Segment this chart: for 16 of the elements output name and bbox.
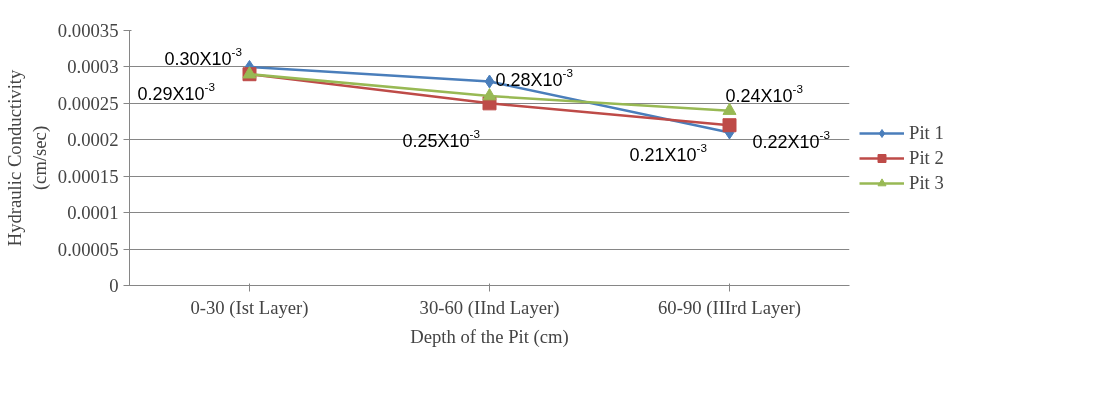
y-tick-label: 0.00015 (57, 165, 119, 187)
x-tick-label: 0-30 (Ist Layer) (190, 296, 309, 319)
y-tick-label: 0 (109, 275, 119, 296)
y-tick-label: 0.0001 (67, 202, 119, 224)
y-tick-label: 0.0003 (67, 56, 119, 78)
x-tick-label: 60-90 (IIIrd Layer) (658, 296, 801, 319)
y-tick-label: 0.00035 (57, 20, 119, 41)
legend-label: Pit 3 (909, 171, 944, 194)
x-tick-label: 30-60 (IInd Layer) (419, 296, 560, 319)
y-tick-label: 0.0002 (67, 129, 119, 151)
y-tick-label: 0.00005 (57, 238, 119, 260)
x-axis-title: Depth of the Pit (cm) (410, 325, 569, 348)
y-tick-label: 0.00025 (57, 92, 119, 114)
legend-label: Pit 1 (909, 121, 944, 144)
y-axis-title: Hydraulic Conductivity (cm/sec) (3, 68, 51, 247)
legend-label: Pit 2 (909, 146, 944, 169)
